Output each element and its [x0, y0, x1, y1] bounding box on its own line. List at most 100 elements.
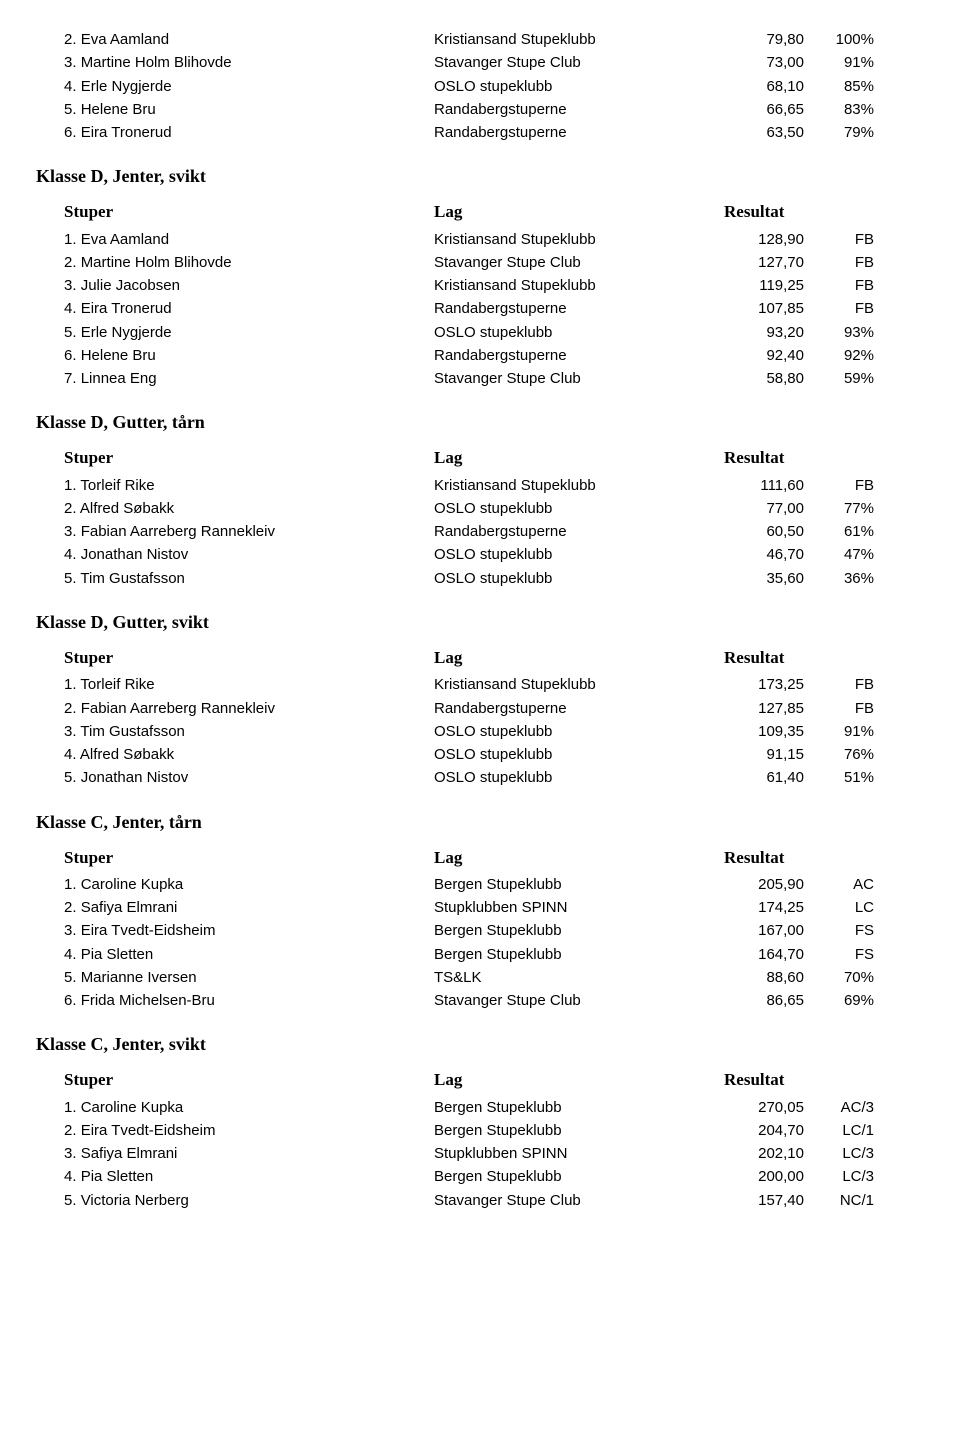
cell-stuper: 3. Fabian Aarreberg Rannekleiv [36, 520, 434, 543]
cell-stuper: 6. Eira Tronerud [36, 121, 434, 144]
athlete-name: Martine Holm Blihovde [81, 254, 232, 271]
rank: 1. [64, 876, 77, 893]
cell-lag: Bergen Stupeklubb [434, 943, 724, 966]
table-row: 1. Torleif RikeKristiansand Stupeklubb11… [36, 474, 924, 497]
rank: 5. [64, 769, 77, 786]
rank: 2. [64, 254, 77, 271]
cell-lag: OSLO stupeklubb [434, 543, 724, 566]
cell-lag: Stupklubben SPINN [434, 1142, 724, 1165]
cell-note: LC/3 [804, 1142, 874, 1165]
athlete-name: Helene Bru [81, 101, 156, 118]
cell-note: AC/3 [804, 1096, 874, 1119]
cell-stuper: 3. Tim Gustafsson [36, 720, 434, 743]
cell-lag: Bergen Stupeklubb [434, 1096, 724, 1119]
athlete-name: Helene Bru [81, 347, 156, 364]
athlete-name: Marianne Iversen [81, 969, 197, 986]
athlete-name: Fabian Aarreberg Rannekleiv [81, 523, 275, 540]
cell-note: 70% [804, 966, 874, 989]
athlete-name: Erle Nygjerde [81, 78, 172, 95]
cell-stuper: 2. Alfred Søbakk [36, 497, 434, 520]
athlete-name: Victoria Nerberg [81, 1192, 189, 1209]
cell-lag: Stupklubben SPINN [434, 896, 724, 919]
cell-lag: OSLO stupeklubb [434, 766, 724, 789]
cell-result: 157,40 [724, 1189, 804, 1212]
cell-stuper: 2. Martine Holm Blihovde [36, 251, 434, 274]
rank: 1. [64, 231, 77, 248]
athlete-name: Alfred Søbakk [80, 746, 174, 763]
cell-note: 100% [804, 28, 874, 51]
cell-result: 202,10 [724, 1142, 804, 1165]
cell-stuper: 4. Pia Sletten [36, 1165, 434, 1188]
athlete-name: Caroline Kupka [81, 876, 184, 893]
athlete-name: Tim Gustafsson [80, 723, 184, 740]
cell-result: 46,70 [724, 543, 804, 566]
cell-lag: Stavanger Stupe Club [434, 367, 724, 390]
rank: 3. [64, 1145, 77, 1162]
header-resultat: Resultat [724, 645, 804, 671]
header-stuper: Stuper [36, 845, 434, 871]
athlete-name: Eira Tvedt-Eidsheim [81, 922, 216, 939]
results-section: Klasse D, Gutter, sviktStuperLagResultat… [36, 612, 924, 790]
cell-stuper: 5. Jonathan Nistov [36, 766, 434, 789]
cell-note: 79% [804, 121, 874, 144]
cell-note: FB [804, 274, 874, 297]
rank: 3. [64, 523, 77, 540]
header-stuper: Stuper [36, 1067, 434, 1093]
cell-stuper: 1. Eva Aamland [36, 228, 434, 251]
table-row: 5. Helene BruRandabergstuperne66,6583% [36, 98, 924, 121]
cell-result: 63,50 [724, 121, 804, 144]
rank: 5. [64, 101, 77, 118]
rank: 6. [64, 992, 77, 1009]
cell-result: 35,60 [724, 567, 804, 590]
cell-note: 36% [804, 567, 874, 590]
cell-stuper: 1. Torleif Rike [36, 474, 434, 497]
cell-note: FB [804, 673, 874, 696]
cell-result: 167,00 [724, 919, 804, 942]
cell-stuper: 7. Linnea Eng [36, 367, 434, 390]
athlete-name: Tim Gustafsson [80, 570, 184, 587]
cell-note: 92% [804, 344, 874, 367]
header-lag: Lag [434, 645, 724, 671]
athlete-name: Pia Sletten [81, 1168, 154, 1185]
table-row: 3. Eira Tvedt-EidsheimBergen Stupeklubb1… [36, 919, 924, 942]
rank: 4. [64, 546, 77, 563]
cell-result: 66,65 [724, 98, 804, 121]
rank: 1. [64, 477, 77, 494]
header-lag: Lag [434, 445, 724, 471]
rank: 2. [64, 899, 77, 916]
table-row: 3. Julie JacobsenKristiansand Stupeklubb… [36, 274, 924, 297]
cell-stuper: 4. Alfred Søbakk [36, 743, 434, 766]
header-resultat: Resultat [724, 1067, 804, 1093]
cell-result: 107,85 [724, 297, 804, 320]
cell-result: 93,20 [724, 321, 804, 344]
cell-lag: Kristiansand Stupeklubb [434, 228, 724, 251]
cell-stuper: 5. Erle Nygjerde [36, 321, 434, 344]
rank: 2. [64, 700, 77, 717]
cell-lag: Randabergstuperne [434, 520, 724, 543]
rank: 4. [64, 300, 77, 317]
results-section: Klasse D, Jenter, sviktStuperLagResultat… [36, 166, 924, 390]
table-row: 2. Safiya ElmraniStupklubben SPINN174,25… [36, 896, 924, 919]
rank: 5. [64, 969, 77, 986]
header-stuper: Stuper [36, 645, 434, 671]
athlete-name: Eira Tronerud [81, 300, 172, 317]
table-row: 5. Erle NygjerdeOSLO stupeklubb93,2093% [36, 321, 924, 344]
rank: 4. [64, 946, 77, 963]
cell-lag: Kristiansand Stupeklubb [434, 474, 724, 497]
athlete-name: Safiya Elmrani [81, 1145, 178, 1162]
cell-note: 47% [804, 543, 874, 566]
table-row: 4. Jonathan NistovOSLO stupeklubb46,7047… [36, 543, 924, 566]
rank: 4. [64, 78, 77, 95]
table-row: 3. Tim GustafssonOSLO stupeklubb109,3591… [36, 720, 924, 743]
table-row: 4. Erle NygjerdeOSLO stupeklubb68,1085% [36, 75, 924, 98]
cell-lag: Randabergstuperne [434, 297, 724, 320]
cell-stuper: 3. Safiya Elmrani [36, 1142, 434, 1165]
cell-stuper: 3. Eira Tvedt-Eidsheim [36, 919, 434, 942]
athlete-name: Eva Aamland [81, 231, 169, 248]
table-row: 1. Caroline KupkaBergen Stupeklubb205,90… [36, 873, 924, 896]
cell-result: 109,35 [724, 720, 804, 743]
table-header-row: StuperLagResultat [36, 645, 924, 671]
rank: 1. [64, 1099, 77, 1116]
cell-note: LC/1 [804, 1119, 874, 1142]
rank: 2. [64, 1122, 77, 1139]
